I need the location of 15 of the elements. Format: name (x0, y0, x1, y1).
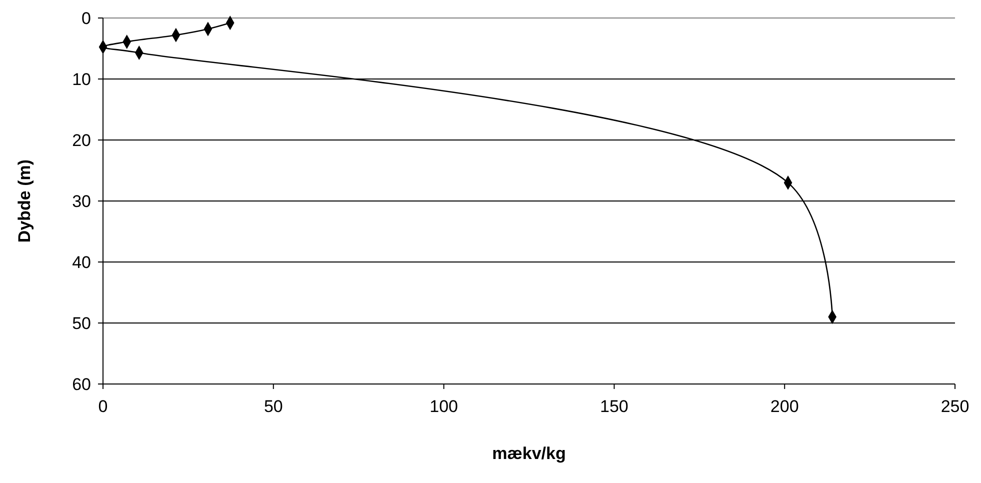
x-tick-label: 200 (770, 397, 799, 416)
y-tick-label: 50 (72, 314, 91, 333)
y-tick-label: 0 (82, 8, 91, 28)
x-tick-label: 0 (98, 397, 108, 416)
y-tick-label: 10 (72, 70, 91, 89)
y-tick-label: 20 (72, 130, 91, 150)
x-tick-label: 250 (940, 397, 970, 416)
x-tick-label: 100 (430, 397, 458, 416)
x-tick-label: 150 (600, 397, 628, 416)
y-tick-label: 60 (72, 374, 91, 394)
x-tick-label: 50 (264, 397, 283, 416)
y-tick-label: 40 (72, 252, 91, 272)
x-axis-title: mækv/kg (492, 444, 566, 463)
y-tick-label: 30 (72, 192, 91, 211)
y-axis-title: Dybde (m) (15, 159, 34, 243)
